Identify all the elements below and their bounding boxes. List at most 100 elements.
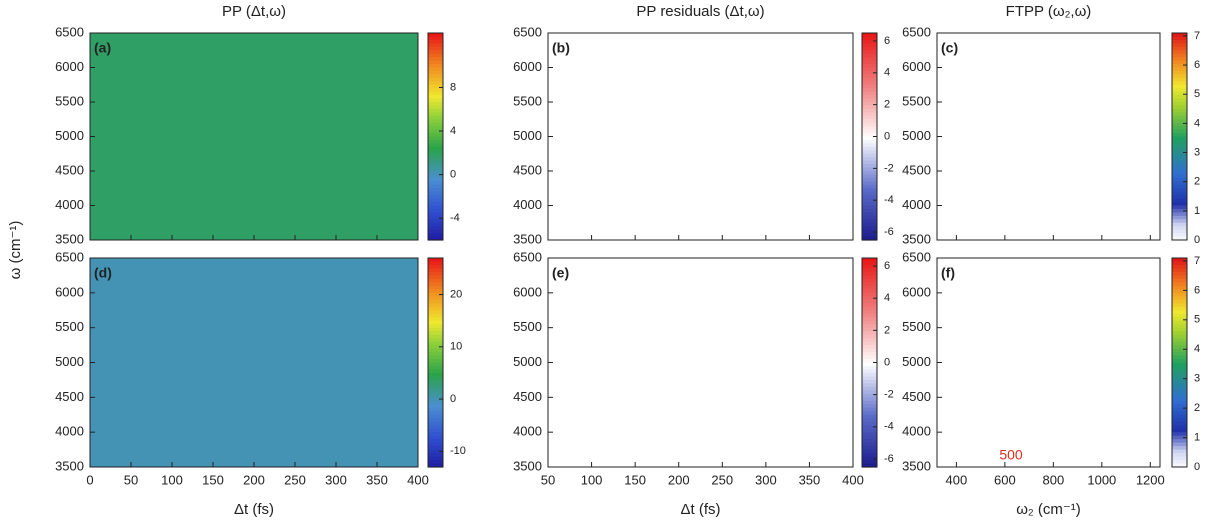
x-axis-label: Δt (fs)	[680, 501, 720, 518]
colorbar-tick-label: 0	[884, 130, 890, 142]
y-tick-label: 4500	[513, 389, 542, 404]
y-tick-label: 4500	[902, 162, 931, 177]
x-tick-label: 50	[124, 472, 138, 487]
y-tick-label: 4000	[513, 197, 542, 212]
colorbar-tick-label: 0	[884, 356, 890, 368]
x-tick-label: 1200	[1136, 472, 1165, 487]
colorbar-tick-label: 1	[1194, 431, 1200, 443]
colorbar: 0 1 2 3 4 5 6 7	[1171, 255, 1200, 473]
x-tick-label: 50	[541, 472, 555, 487]
heatmap	[90, 258, 418, 467]
heatmap-background	[548, 33, 853, 240]
y-tick-label: 5500	[902, 319, 931, 334]
y-tick-label: 6500	[513, 24, 542, 39]
colorbar-tick-label: 5	[1194, 314, 1200, 326]
colorbar-tick-label: 6	[1194, 284, 1200, 296]
y-tick-label: 4000	[513, 424, 542, 439]
x-tick-label: 250	[284, 472, 306, 487]
colorbar-tick-label: 2	[1194, 176, 1200, 188]
colorbar-tick-label: 5	[1194, 88, 1200, 100]
colorbar-tick-label: -6	[884, 226, 894, 238]
y-tick-label: 6000	[902, 284, 931, 299]
y-tick-label: 6000	[55, 59, 84, 74]
colorbar-tick-label: 2	[1194, 402, 1200, 414]
heatmap	[90, 33, 418, 240]
colorbar-tick-label: 6	[1194, 59, 1200, 71]
colorbar-tick-label: 7	[1194, 255, 1200, 267]
colorbar-tick-label: 10	[450, 341, 462, 353]
x-tick-label: 150	[202, 472, 224, 487]
colorbar-tick-label: -2	[884, 389, 894, 401]
x-tick-label: 300	[755, 472, 777, 487]
y-tick-label: 5500	[513, 319, 542, 334]
colorbar-tick-label: -10	[450, 445, 466, 457]
x-tick-label: 800	[1042, 472, 1064, 487]
y-tick-label: 5500	[55, 319, 84, 334]
x-tick-label: 0	[86, 472, 93, 487]
panel-label: (a)	[94, 40, 111, 56]
heatmap	[937, 33, 1160, 240]
y-tick-label: 6000	[513, 59, 542, 74]
colorbar-tick-label: 2	[884, 324, 890, 336]
y-tick-label: 5500	[513, 93, 542, 108]
colorbar-tick-label: -4	[450, 212, 460, 224]
colorbar-tick-label: -2	[884, 162, 894, 174]
colorbar-tick-label: 2	[884, 99, 890, 111]
y-tick-label: 6500	[902, 24, 931, 39]
colorbar-tick-label: 4	[1194, 117, 1200, 129]
colorbar-tick-label: 0	[1194, 461, 1200, 473]
x-tick-label: 350	[799, 472, 821, 487]
colorbar-tick-label: 4	[884, 67, 890, 79]
y-tick-label: 6500	[55, 24, 84, 39]
panel-label: (f)	[941, 265, 955, 281]
y-tick-label: 5000	[902, 128, 931, 143]
colorbar: -6 -4 -2 0 2 4 6	[861, 257, 894, 468]
colorbar-tick-label: 0	[450, 169, 456, 181]
x-tick-label: 1000	[1087, 472, 1116, 487]
colorbar-tick-label: 6	[884, 260, 890, 272]
y-tick-label: 4000	[902, 424, 931, 439]
colorbar-tick-label: 4	[1194, 343, 1200, 355]
panel: 3500 4000 4500 5000 5500 6000 6500 0 1 2 3 4 5 6 7 (c) F…	[902, 3, 1200, 246]
colorbar-frame	[1171, 32, 1188, 241]
y-tick-label: 4500	[55, 389, 84, 404]
panel: 3500 4000 4500 5000 5500 6000 6500 -6 -4 -2 0 2 4 6 (b…	[513, 3, 894, 246]
heatmap	[937, 258, 1160, 467]
x-tick-label: 400	[842, 472, 864, 487]
y-tick-label: 5000	[513, 128, 542, 143]
x-tick-label: 100	[581, 472, 603, 487]
y-tick-label: 4500	[513, 162, 542, 177]
colorbar-frame	[427, 32, 444, 241]
colorbar-tick-label: 3	[1194, 146, 1200, 158]
annotation: 500	[999, 447, 1023, 463]
panel-label: (d)	[94, 265, 112, 281]
heatmap-background	[548, 258, 853, 467]
heatmap	[548, 258, 853, 467]
y-tick-label: 4000	[55, 197, 84, 212]
y-tick-label: 6000	[55, 284, 84, 299]
heatmap-background	[90, 33, 418, 240]
colorbar-tick-label: 6	[884, 35, 890, 47]
x-tick-label: 150	[624, 472, 646, 487]
y-axis-label: ω (cm⁻¹)	[7, 221, 24, 280]
colorbar-tick-label: 3	[1194, 373, 1200, 385]
y-tick-label: 5500	[55, 93, 84, 108]
y-tick-label: 6000	[902, 59, 931, 74]
y-tick-label: 3500	[902, 231, 931, 246]
y-tick-label: 3500	[55, 231, 84, 246]
y-tick-label: 6000	[513, 284, 542, 299]
x-tick-label: 400	[407, 472, 429, 487]
colorbar-tick-label: 4	[884, 292, 890, 304]
x-tick-label: 200	[243, 472, 265, 487]
colorbar-tick-label: 8	[450, 81, 456, 93]
chart-title: PP residuals (Δt,ω)	[636, 3, 764, 20]
colorbar: 0 1 2 3 4 5 6 7	[1171, 30, 1200, 246]
x-axis-label: ω₂ (cm⁻¹)	[1016, 501, 1081, 518]
y-tick-label: 5000	[55, 354, 84, 369]
chart-title: FTPP (ω₂,ω)	[1006, 3, 1092, 20]
y-tick-label: 5000	[513, 354, 542, 369]
colorbar-frame	[1171, 257, 1188, 468]
